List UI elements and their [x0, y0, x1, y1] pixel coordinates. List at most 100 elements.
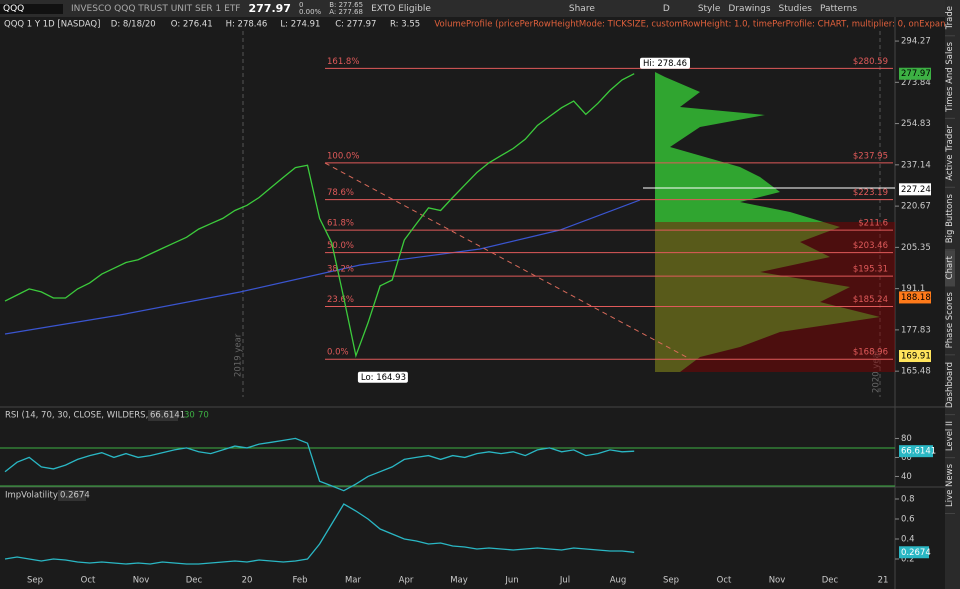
- y-tick-label: 191.1: [901, 284, 925, 294]
- side-tab[interactable]: Times And Sales: [945, 36, 955, 120]
- header-item: H: 278.46: [226, 20, 268, 30]
- y-tick-label: 205.35: [901, 243, 931, 253]
- value-area: [655, 222, 895, 372]
- x-tick-label: Apr: [399, 576, 414, 586]
- fib-pct: 61.8%: [327, 219, 354, 229]
- rsi-last-box: [148, 410, 178, 421]
- y-tick-label: 165.48: [901, 367, 931, 377]
- bid-ask: B: 277.65 A: 277.68: [329, 0, 364, 16]
- exto: EXTO Eligible: [371, 3, 431, 14]
- fib-pct: 161.8%: [327, 57, 359, 67]
- x-tick-label: Dec: [822, 576, 839, 586]
- patterns-button[interactable]: Patterns: [819, 3, 858, 14]
- side-tab[interactable]: Level II: [945, 414, 955, 459]
- studies-button[interactable]: Studies: [778, 3, 812, 14]
- fib-pct: 78.6%: [327, 188, 354, 198]
- iv-badge-label: 0.2674: [901, 548, 931, 558]
- last-price: 277.97: [248, 2, 291, 15]
- side-tab[interactable]: Big Buttons: [945, 187, 955, 251]
- header-item: O: 276.41: [171, 20, 213, 30]
- header-item: QQQ 1 Y 1D [NASDAQ]: [4, 20, 100, 30]
- x-tick-label: Nov: [133, 576, 150, 586]
- side-tab[interactable]: Dashboard: [945, 355, 955, 415]
- price-badge: [899, 291, 931, 304]
- header-item: L: 274.91: [280, 20, 320, 30]
- rsi-oversold-label: 30: [184, 411, 195, 421]
- change-pct: 0.00%: [298, 7, 322, 16]
- fib-price: $168.96: [853, 348, 888, 358]
- x-tick-label: May: [450, 576, 468, 586]
- fib-price: $223.19: [853, 188, 888, 198]
- fib-pct: 50.0%: [327, 241, 354, 251]
- bid: B: 277.65: [329, 0, 364, 9]
- side-tab[interactable]: Active Trader: [945, 119, 955, 188]
- year-label: 2019 year: [234, 333, 244, 377]
- header-item: R: 3.55: [390, 20, 420, 30]
- iv-last: 0.2674: [60, 491, 90, 501]
- rsi-line: [4, 437, 635, 492]
- hi-box: [640, 57, 690, 69]
- iv-last-box: [58, 490, 86, 501]
- x-tick-label: Feb: [292, 576, 307, 586]
- fib-price: $185.24: [853, 295, 888, 305]
- iv-badge: [899, 546, 929, 559]
- change-abs: 0: [298, 0, 304, 9]
- x-tick-label: Sep: [27, 576, 43, 586]
- fib-price: $211.6: [858, 219, 888, 229]
- side-tabs: Trade Times And Sales Active Trader Big But…: [945, 0, 960, 589]
- share-button[interactable]: Share: [568, 3, 595, 14]
- y-tick-label: 254.83: [901, 119, 931, 129]
- header-item: C: 277.97: [335, 20, 376, 30]
- rsi-badge: [899, 445, 933, 458]
- y-tick-label: 80: [901, 434, 912, 444]
- x-tick-label: Oct: [717, 576, 732, 586]
- side-tab[interactable]: Chart: [945, 250, 955, 287]
- price-badge: [899, 67, 931, 80]
- x-tick-label: Mar: [345, 576, 362, 586]
- change: 0 0.00%: [298, 0, 322, 16]
- side-tab[interactable]: Trade: [945, 0, 955, 37]
- description: INVESCO QQQ TRUST UNIT SER 1 ETF: [71, 3, 241, 14]
- iv-line: [4, 503, 635, 565]
- fib-price: $237.95: [853, 151, 888, 161]
- x-tick-label: 20: [242, 576, 253, 586]
- chart: 2019 year 2020 year RSI (14, 70, 30, CLO…: [0, 17, 945, 589]
- fib-price: $280.59: [853, 57, 888, 67]
- fib-price: $203.46: [853, 241, 888, 251]
- x-tick-label: Jul: [559, 576, 570, 586]
- x-tick-label: Dec: [186, 576, 203, 586]
- side-tab[interactable]: Phase Scores: [945, 286, 955, 356]
- y-tick-label: 237.14: [901, 160, 931, 170]
- y-tick-label: 0.8: [901, 495, 915, 505]
- x-tick-label: Nov: [769, 576, 786, 586]
- ask: A: 277.68: [329, 7, 363, 16]
- price-badge-label: 227.24: [901, 185, 931, 195]
- price-line: [4, 73, 635, 359]
- period-button[interactable]: D: [662, 3, 670, 14]
- side-tab[interactable]: Live News: [945, 458, 955, 515]
- x-tick-label: Aug: [610, 576, 627, 586]
- toolbar: QQQ INVESCO QQQ TRUST UNIT SER 1 ETF 277…: [0, 0, 945, 17]
- hi-label: Hi: 278.46: [643, 59, 687, 69]
- x-tick-label: Jun: [504, 576, 518, 586]
- y-tick-label: 177.83: [901, 325, 931, 335]
- year-label: 2020 year: [872, 349, 882, 393]
- y-tick-label: 273.84: [901, 78, 931, 88]
- iv-title: ImpVolatility: [5, 491, 58, 501]
- fib-pct: 0.0%: [327, 348, 349, 358]
- trend-line: [324, 162, 691, 360]
- fib-pct: 23.6%: [327, 295, 354, 305]
- style-button[interactable]: Style: [697, 3, 721, 14]
- rsi-badge-label: 66.6141: [901, 447, 936, 457]
- rsi-last: 66.6141: [150, 411, 185, 421]
- rsi-overbought-label: 70: [198, 411, 209, 421]
- lo-box: [357, 371, 408, 383]
- drawings-button[interactable]: Drawings: [728, 3, 771, 14]
- symbol-box[interactable]: QQQ: [0, 3, 63, 14]
- x-tick-label: 21: [878, 576, 889, 586]
- price-badge: [899, 183, 931, 196]
- study-label: VolumeProfile (pricePerRowHeightMode: TI…: [434, 20, 945, 30]
- y-tick-label: 0.2: [901, 555, 915, 565]
- y-tick-label: 0.4: [901, 535, 915, 545]
